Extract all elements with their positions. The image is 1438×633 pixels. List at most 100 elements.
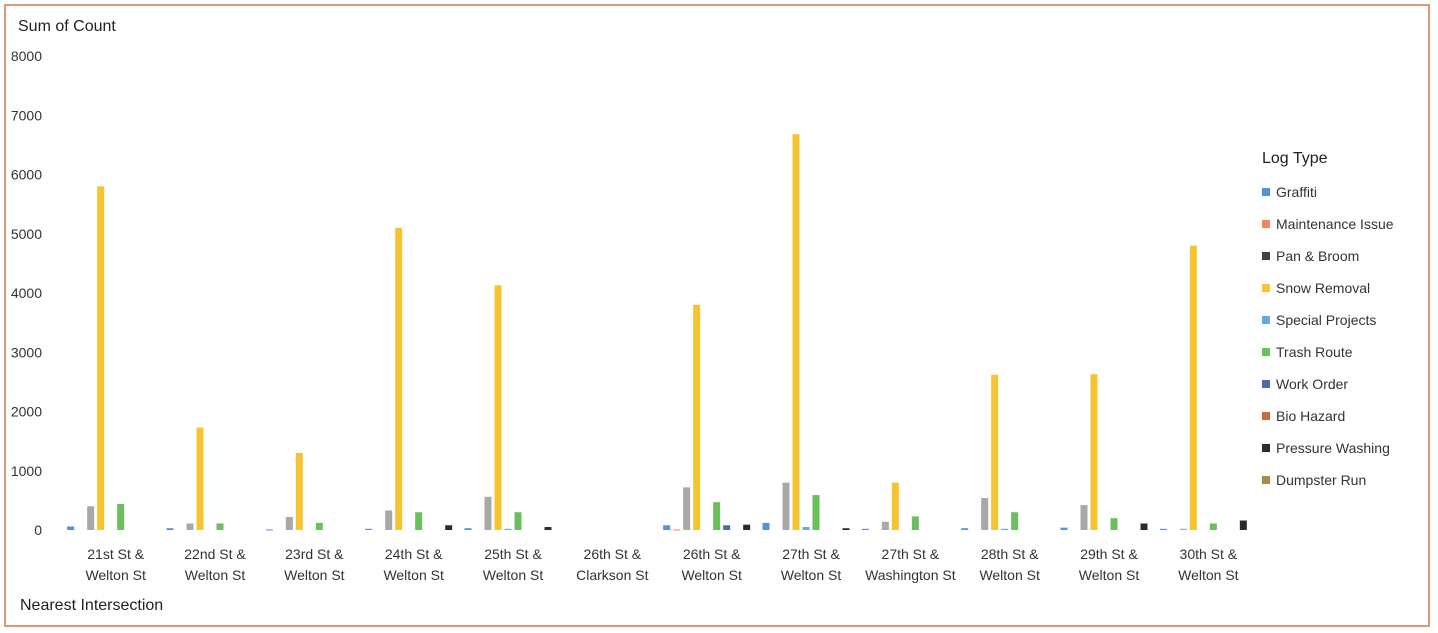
legend-label: Pan & Broom [1276,248,1360,264]
x-category-label: Welton St [85,567,146,583]
legend-swatch [1262,476,1270,484]
y-tick-label: 8000 [11,48,42,64]
bar-graffiti [67,526,75,530]
x-category-label: Welton St [483,567,544,583]
x-category-label: 28th St & [981,546,1039,562]
legend-item: Special Projects [1262,304,1394,336]
x-category-label: 23rd St & [285,546,344,562]
bar-special-projects [802,527,810,530]
bar-graffiti [1159,528,1167,530]
bar-pan-broom [981,498,989,530]
x-category-label: Welton St [284,567,345,583]
legend-swatch [1262,188,1270,196]
x-category-label: Welton St [1079,567,1140,583]
legend-swatch [1262,412,1270,420]
x-category-label: Welton St [781,567,842,583]
bar-pressure-washing [1140,523,1148,530]
bar-snow-removal [395,227,403,530]
bar-trash-route [713,502,721,530]
legend-swatch [1262,348,1270,356]
legend-item: Maintenance Issue [1262,208,1394,240]
x-category-label: Welton St [681,567,742,583]
legend-item: Bio Hazard [1262,400,1394,432]
legend-item: Snow Removal [1262,272,1394,304]
x-category-label: 30th St & [1180,546,1238,562]
x-category-label: 26th St & [584,546,642,562]
bar-snow-removal [97,186,105,530]
y-tick-label: 4000 [11,285,42,301]
legend-swatch [1262,252,1270,260]
x-category-label: 27th St & [882,546,940,562]
legend-label: Snow Removal [1276,280,1371,296]
bar-trash-route [812,495,820,530]
y-tick-label: 7000 [11,107,42,123]
legend-swatch [1262,284,1270,292]
bar-snow-removal [693,304,701,530]
bar-graffiti [762,522,770,530]
bar-trash-route [216,523,224,530]
bar-graffiti [464,528,472,530]
bar-pan-broom [285,516,293,530]
bar-trash-route [1209,523,1217,530]
legend-item: Trash Route [1262,336,1394,368]
x-category-label: Welton St [383,567,444,583]
bar-pan-broom [87,506,95,530]
x-category-label: Welton St [979,567,1040,583]
legend: Log Type Graffiti Maintenance Issue Pan & … [1262,150,1394,496]
legend-label: Graffiti [1276,184,1317,200]
x-category-label: Clarkson St [576,567,648,583]
bar-snow-removal [991,374,999,530]
legend-swatch [1262,220,1270,228]
bar-snow-removal [1189,245,1197,530]
legend-item: Pressure Washing [1262,432,1394,464]
x-category-label: Washington St [865,567,956,583]
bar-pressure-washing [544,527,552,530]
bar-pan-broom [683,487,691,530]
legend-label: Maintenance Issue [1276,216,1394,232]
legend-item: Work Order [1262,368,1394,400]
legend-label: Bio Hazard [1276,408,1346,424]
legend-swatch [1262,316,1270,324]
legend-label: Pressure Washing [1276,440,1390,456]
legend-title: Log Type [1262,150,1328,167]
bar-pan-broom [186,523,194,530]
legend-label: Dumpster Run [1276,472,1367,488]
bar-pan-broom [1080,505,1088,530]
bar-maintenance-issue [673,529,681,531]
bar-trash-route [1011,512,1019,530]
legend-item: Dumpster Run [1262,464,1394,496]
bar-pan-broom [881,521,889,530]
bar-graffiti [663,525,671,530]
x-category-label: Welton St [185,567,246,583]
x-category-label: Welton St [1178,567,1239,583]
x-category-label: 26th St & [683,546,741,562]
bar-snow-removal [792,134,800,530]
x-category-label: 21st St & [87,546,144,562]
y-tick-label: 2000 [11,404,42,420]
legend-label: Special Projects [1276,312,1377,328]
y-tick-label: 5000 [11,226,42,242]
bar-pressure-washing [1239,520,1247,530]
bar-pressure-washing [743,524,751,530]
bar-pan-broom [1179,528,1187,530]
bar-pan-broom [484,496,492,530]
bar-snow-removal [1090,374,1098,530]
bar-snow-removal [494,285,502,530]
bar-graffiti [1060,527,1068,530]
bar-snow-removal [891,482,899,530]
bar-pressure-washing [445,525,453,530]
bar-graffiti [166,528,174,530]
bar-pan-broom [385,510,393,530]
bar-work-order [723,525,731,530]
bar-trash-route [315,522,323,530]
bar-snow-removal [196,427,204,530]
legend-item: Graffiti [1262,176,1394,208]
legend-label: Trash Route [1276,344,1353,360]
y-tick-label: 6000 [11,167,42,183]
bar-snow-removal [295,452,303,530]
bar-graffiti [265,529,273,531]
bar-special-projects [1001,528,1009,530]
x-axis-title: Nearest Intersection [20,597,164,614]
legend-items: Graffiti Maintenance Issue Pan & Broom Snow… [1262,176,1394,496]
